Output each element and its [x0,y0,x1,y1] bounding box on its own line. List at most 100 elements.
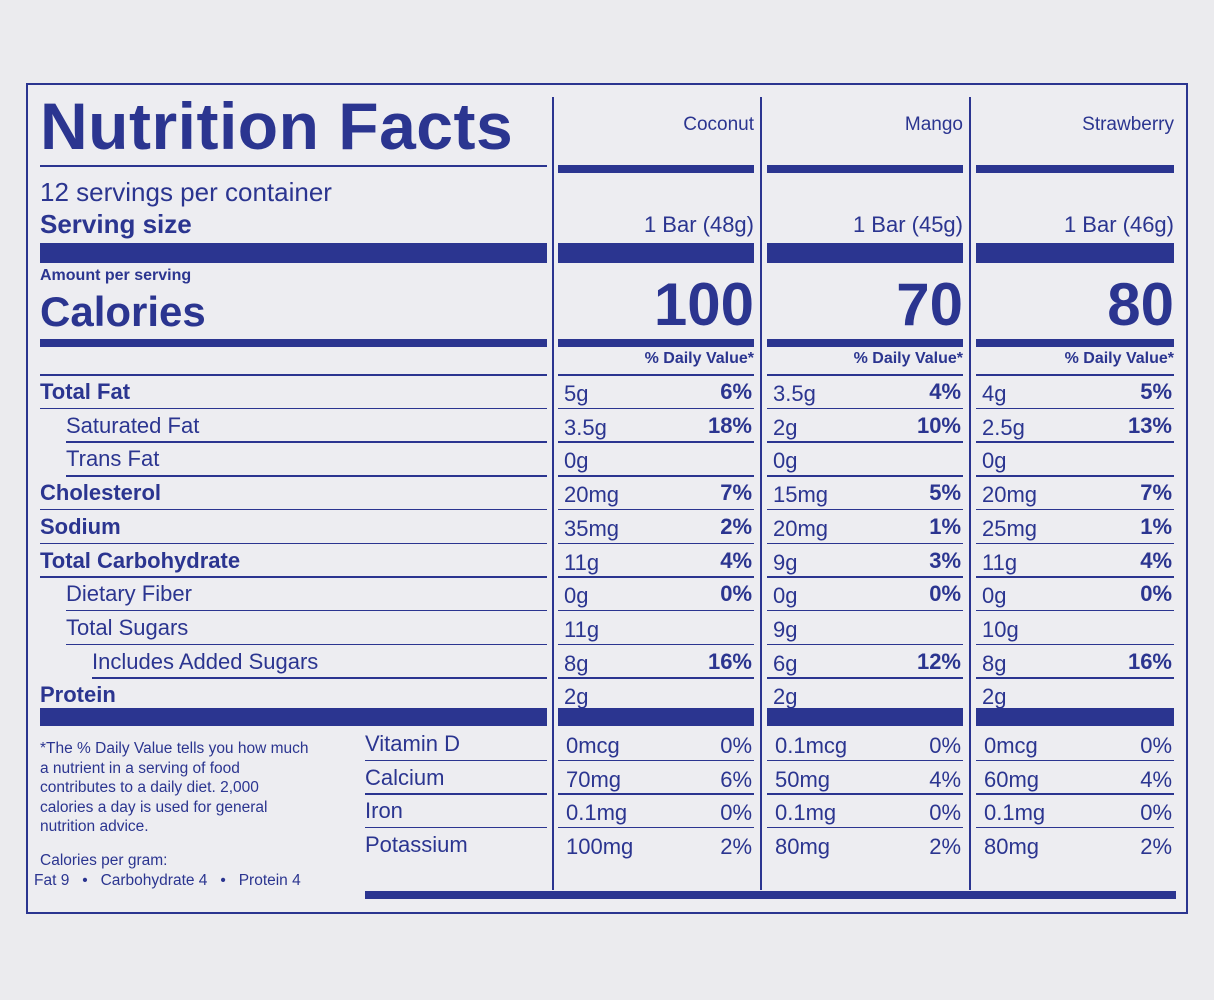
nutrient-amount: 2.5g [982,414,1025,440]
row-divider [558,407,754,410]
product-calories: 70 [896,271,963,338]
nutrient-amount: 11g [982,549,1018,575]
product-name: Mango [904,114,963,135]
row-divider [976,508,1174,511]
product-name: Strawberry [1082,114,1174,135]
row-divider [767,609,963,612]
calories-rule [976,339,1174,347]
nutrient-amount: 5g [564,381,589,406]
row-divider [976,441,1174,443]
vitamin-label: Calcium [365,764,445,790]
product-serving-size: 1 Bar (46g) [1063,212,1174,237]
product-header-rule [976,165,1174,173]
vitamin-daily-value: 0% [929,800,961,825]
nutrient-amount: 0g [773,448,798,474]
nutrient-end-rule [558,708,754,726]
row-divider [767,475,963,477]
row-divider [558,793,754,795]
vitamin-amount: 0mcg [984,733,1038,758]
nutrient-daily-value: 12% [916,648,961,674]
vitamin-amount: 0.1mg [775,800,837,825]
row-divider [767,508,963,511]
bottom-rule [365,891,1176,899]
nutrient-daily-value: 5% [929,480,961,506]
row-divider [558,542,754,544]
vitamin-amount: 0.1mcg [775,733,848,758]
vitamin-amount: 70mg [566,766,622,792]
nutrient-label: Includes Added Sugars [92,648,319,674]
amount-per-serving-label: Amount per serving [40,267,192,284]
nutrient-label: Protein [40,682,116,708]
nutrient-daily-value: 7% [720,480,752,506]
vitamin-daily-value: 2% [720,833,752,859]
daily-value-header: % Daily Value* [644,350,754,367]
nutrient-daily-value: 4% [1140,547,1172,573]
daily-value-header: % Daily Value* [1064,350,1174,367]
row-divider [66,441,547,443]
nutrient-amount: 8g [564,650,589,676]
row-divider [92,677,547,679]
row-divider [558,441,754,443]
calories-per-gram-values: Fat 9 • Carbohydrate 4 • Protein 4 [34,872,301,889]
nutrient-amount: 9g [773,549,798,575]
row-divider [558,826,754,828]
calories-rule [558,339,754,347]
row-divider [40,576,547,578]
vitamin-label: Iron [365,798,403,823]
column-divider [969,97,971,890]
column-divider [552,97,554,890]
nutrient-daily-value: 1% [1140,513,1172,539]
calories-per-gram-label: Calories per gram: [40,852,168,869]
row-divider [976,643,1174,646]
product-name: Coconut [683,114,754,135]
nutrient-amount: 20mg [982,482,1038,508]
nutrient-label: Dietary Fiber [66,581,192,607]
nutrient-daily-value: 18% [707,412,752,438]
nutrient-label: Total Sugars [66,614,189,640]
row-divider [767,826,963,828]
nutrient-label: Total Fat [40,379,131,404]
row-divider [976,793,1174,795]
nutrient-amount: 3.5g [773,381,816,406]
row-divider [976,677,1174,679]
nutrient-end-rule [767,708,963,726]
serving-size-rule [976,243,1174,263]
row-divider [66,609,547,612]
nutrient-amount: 3.5g [564,414,607,440]
row-divider [976,374,1174,376]
vitamin-daily-value: 4% [1140,766,1172,792]
title-underline [40,165,547,167]
vitamin-label: Potassium [365,831,468,857]
nutrient-amount: 2g [773,414,798,440]
vitamin-daily-value: 0% [1140,800,1172,825]
vitamin-daily-value: 2% [929,833,961,859]
row-divider [558,576,754,578]
nutrient-amount: 11g [564,549,600,575]
vitamin-amount: 0.1mg [984,800,1046,825]
row-divider [976,475,1174,477]
vitamin-daily-value: 4% [929,766,961,792]
row-divider [976,407,1174,410]
calories-rule [40,339,547,347]
serving-size-label: Serving size [40,209,192,239]
row-divider [558,508,754,511]
row-divider [767,759,963,761]
row-divider [365,826,547,828]
row-divider [976,609,1174,612]
serving-size-rule [767,243,963,263]
row-divider [40,508,547,511]
row-divider [767,576,963,578]
nutrient-daily-value: 16% [707,648,752,674]
nutrient-amount: 2g [773,684,798,710]
row-divider [558,475,754,477]
column-divider [760,97,762,890]
row-divider [767,643,963,646]
row-divider [558,677,754,679]
daily-value-header: % Daily Value* [853,350,963,367]
nutrient-daily-value: 7% [1140,480,1172,506]
nutrient-daily-value: 6% [720,379,752,404]
vitamin-label: Vitamin D [365,731,460,756]
serving-size-rule [558,243,754,263]
vitamin-daily-value: 0% [1140,733,1172,758]
nutrient-daily-value: 4% [720,547,752,573]
